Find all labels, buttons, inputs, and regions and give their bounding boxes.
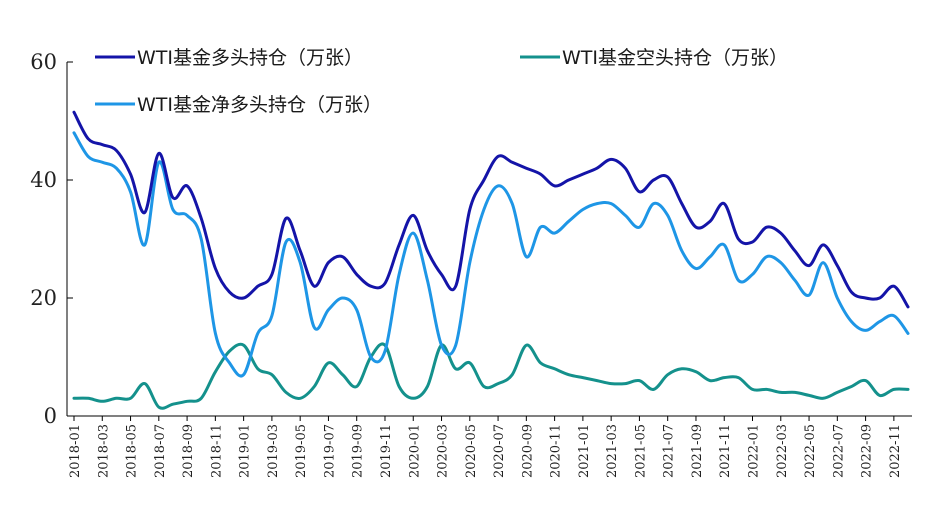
x-tick-label: 2021-03: [605, 424, 620, 478]
x-tick-label: 2018-05: [125, 424, 140, 478]
x-tick-label: 2020-07: [492, 424, 507, 478]
x-tick-label: 2019-11: [379, 424, 394, 478]
x-tick-label: 2019-05: [294, 424, 309, 478]
legend: WTI基金多头持仓（万张） WTI基金空头持仓（万张） WTI基金净多头持仓（万张）: [95, 47, 788, 116]
x-tick-label: 2020-11: [549, 424, 564, 478]
x-tick-label: 2022-09: [860, 424, 875, 478]
x-tick-label: 2021-07: [662, 424, 677, 478]
x-tick-label: 2020-01: [407, 424, 422, 478]
series-lines: [72, 110, 910, 410]
x-tick-label: 2022-01: [747, 424, 762, 478]
x-tick-label: 2018-11: [209, 424, 224, 478]
x-tick-label: 2018-03: [96, 424, 111, 478]
legend-label-1: WTI基金空头持仓（万张）: [562, 47, 788, 69]
x-tick-label: 2019-01: [238, 424, 253, 478]
x-ticks: 2018-01 2018-03 2018-05 2018-07 2018-09 2018-…: [68, 416, 903, 478]
series-line-0: [72, 110, 910, 309]
x-tick-label: 2022-07: [831, 424, 846, 478]
x-tick-label: 2022-05: [803, 424, 818, 478]
y-tick-label: 20: [30, 286, 57, 310]
x-tick-label: 2019-07: [322, 424, 337, 478]
series-line-1: [72, 342, 910, 410]
y-tick-label: 40: [30, 168, 57, 192]
x-tick-label: 2019-09: [351, 424, 366, 478]
x-tick-label: 2022-11: [888, 424, 903, 478]
series-line-2: [72, 131, 910, 378]
x-tick-label: 2020-05: [464, 424, 479, 478]
x-tick-label: 2018-09: [181, 424, 196, 478]
y-tick-label: 60: [30, 50, 57, 74]
legend-label-0: WTI基金多头持仓（万张）: [137, 47, 363, 69]
axes: [66, 62, 912, 417]
x-tick-label: 2020-03: [436, 424, 451, 478]
x-tick-label: 2020-09: [520, 424, 535, 478]
y-ticks: 0 20 40 60: [30, 50, 73, 428]
x-tick-label: 2021-01: [577, 424, 592, 478]
y-tick-label: 0: [44, 404, 57, 428]
x-tick-label: 2021-09: [690, 424, 705, 478]
x-tick-label: 2019-03: [266, 424, 281, 478]
x-tick-label: 2022-03: [775, 424, 790, 478]
x-tick-label: 2018-01: [68, 424, 83, 478]
x-tick-label: 2018-07: [153, 424, 168, 478]
x-tick-label: 2021-05: [633, 424, 648, 478]
x-tick-label: 2021-11: [718, 424, 733, 478]
legend-label-2: WTI基金净多头持仓（万张）: [137, 94, 382, 116]
